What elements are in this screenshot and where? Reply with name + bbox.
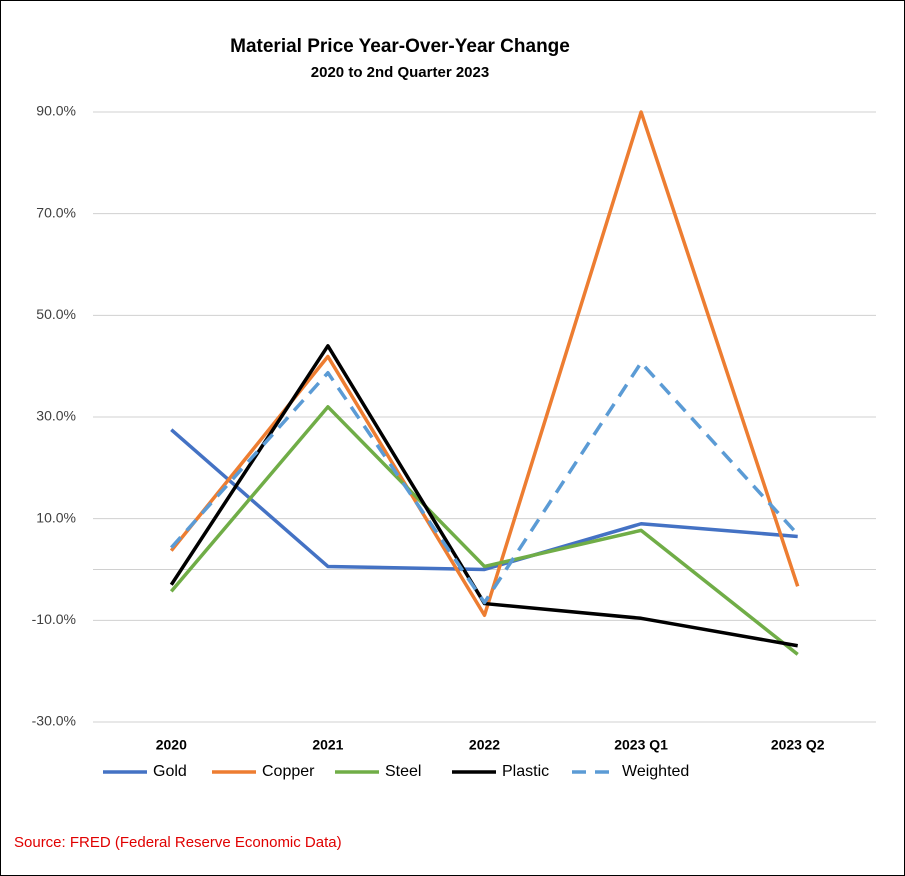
y-tick-label: 10.0%: [36, 509, 76, 525]
chart-title: Material Price Year-Over-Year Change: [230, 36, 570, 57]
y-tick-label: -30.0%: [32, 713, 76, 729]
y-tick-label: 50.0%: [36, 306, 76, 322]
y-tick-label: -10.0%: [32, 611, 76, 627]
x-tick-label: 2023 Q1: [614, 737, 668, 753]
y-tick-label: 90.0%: [36, 103, 76, 119]
source-note: Source: FRED (Federal Reserve Economic D…: [14, 834, 342, 851]
chart-subtitle: 2020 to 2nd Quarter 2023: [311, 64, 489, 81]
x-tick-label: 2020: [156, 737, 187, 753]
series-line: [169, 360, 799, 605]
series-line: [169, 110, 800, 617]
x-tick-label: 2021: [312, 737, 343, 753]
legend-label: Copper: [262, 763, 315, 780]
legend-label: Gold: [153, 763, 187, 780]
y-tick-label: 70.0%: [36, 204, 76, 220]
y-tick-label: 30.0%: [36, 408, 76, 424]
series-line: [169, 405, 799, 656]
legend-label: Steel: [385, 763, 421, 780]
x-tick-label: 2023 Q2: [771, 737, 825, 753]
legend-label: Plastic: [502, 763, 549, 780]
series-line: [170, 428, 798, 572]
legend-label: Weighted: [622, 763, 689, 780]
x-tick-label: 2022: [469, 737, 500, 753]
